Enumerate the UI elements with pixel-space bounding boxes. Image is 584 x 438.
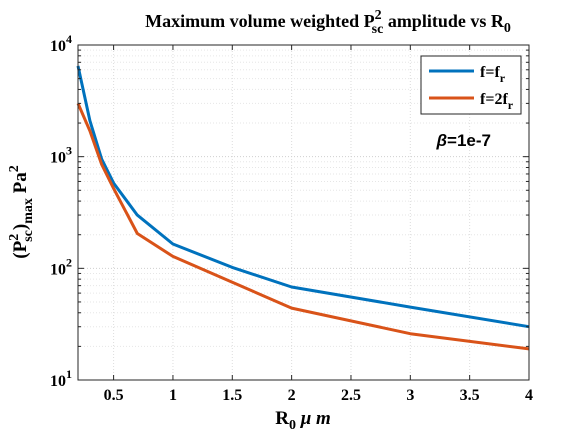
y-tick-label: 102 (50, 255, 72, 278)
legend-label-series-1: f=fr (480, 64, 506, 85)
y-tick-label: 103 (50, 144, 72, 167)
legend-box (420, 55, 522, 115)
series-line-1 (76, 65, 530, 329)
x-tick-label: 1.5 (222, 387, 242, 404)
title-sup: 2 (375, 8, 382, 23)
x-tick-label: 0.5 (104, 387, 124, 404)
y-tick-label: 104 (50, 32, 72, 55)
x-tick-label: 1 (169, 387, 177, 404)
x-tick-label: 2 (288, 387, 296, 404)
y-tick-labels: 101 102 103 104 (50, 32, 72, 390)
y-tick-label: 101 (50, 367, 72, 390)
chart-title: Maximum volume weighted P2 sc amplitude v… (145, 8, 511, 37)
annotation-beta: β=1e-7 (435, 131, 491, 150)
x-tick-labels: 0.5 1 1.5 2 2.5 3 3.5 4 (104, 387, 533, 404)
y-axis-label: (P2sc)max Pa2 (7, 165, 36, 258)
x-tick-label: 3.5 (460, 387, 480, 404)
series-line-2 (76, 102, 530, 351)
x-tick-label: 4 (525, 387, 533, 404)
x-tick-label: 3 (406, 387, 414, 404)
x-axis-label: R0 μ m (275, 408, 331, 433)
x-tick-label: 2.5 (341, 387, 361, 404)
series-lines (76, 65, 530, 351)
legend: f=fr f=2fr (420, 55, 522, 115)
ticks (78, 44, 530, 381)
plot-frame (77, 44, 530, 381)
legend-label-series-2: f=2fr (480, 91, 514, 112)
